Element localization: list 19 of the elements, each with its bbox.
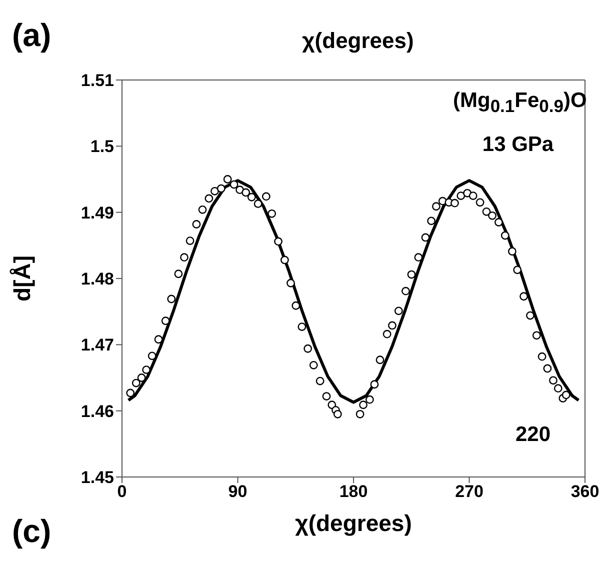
- x-tick-label: 360: [570, 482, 600, 502]
- x-tick-label: 90: [228, 482, 248, 502]
- text: (a): [12, 16, 52, 54]
- x-tick-label: 180: [339, 482, 368, 502]
- y-tick-label: 1.5: [90, 137, 114, 156]
- y-tick-label: 1.47: [80, 336, 114, 355]
- text: χ(degrees): [301, 28, 415, 54]
- y-tick-label: 1.48: [80, 270, 114, 289]
- text: (c): [12, 512, 52, 550]
- y-tick-label: 1.45: [80, 468, 114, 488]
- annotation: 220: [514, 422, 552, 448]
- x-axis-title: χ(degrees): [295, 510, 412, 536]
- x-tick-label: 0: [117, 482, 127, 502]
- y-tick-label: 1.51: [80, 71, 114, 90]
- y-tick-label: 1.49: [80, 203, 114, 222]
- y-axis-title: d[Å]: [9, 256, 36, 302]
- x-tick-label: 270: [455, 482, 484, 502]
- y-tick-label: 1.46: [80, 402, 114, 421]
- annotation: 13 GPa: [481, 132, 555, 158]
